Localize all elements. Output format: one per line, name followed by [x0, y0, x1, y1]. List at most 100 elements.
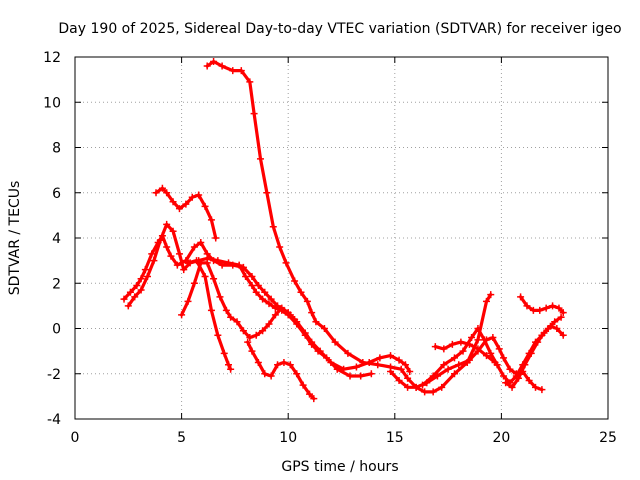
- data-point-marker: [540, 329, 548, 337]
- data-point-marker: [274, 361, 282, 369]
- data-point-marker: [193, 257, 201, 265]
- data-point-marker: [133, 282, 141, 290]
- data-point-marker: [429, 388, 437, 396]
- data-point-marker: [201, 272, 209, 280]
- data-point-marker: [210, 58, 218, 66]
- x-tick-label: 5: [177, 430, 186, 446]
- data-point-marker: [482, 352, 490, 360]
- data-point-marker: [444, 365, 452, 373]
- series-line: [205, 59, 493, 394]
- data-point-marker: [333, 365, 341, 373]
- data-point-marker: [265, 320, 273, 328]
- data-point-marker: [431, 343, 439, 351]
- data-point-marker: [210, 275, 218, 283]
- data-point-marker: [203, 62, 211, 70]
- data-point-marker: [141, 266, 149, 274]
- data-point-marker: [143, 272, 151, 280]
- data-point-marker: [180, 266, 188, 274]
- data-point-marker: [246, 334, 254, 342]
- data-point-marker: [271, 311, 279, 319]
- data-point-marker: [225, 259, 233, 267]
- data-point-marker: [220, 349, 228, 357]
- data-point-marker: [440, 345, 448, 353]
- data-point-marker: [404, 374, 412, 382]
- axis-ticks: 0 5 10 15 20 25 -4 -2 0 2 4 6 8 10 12: [43, 50, 617, 446]
- data-point-marker: [297, 288, 305, 296]
- data-point-marker: [299, 381, 307, 389]
- y-tick-label: -2: [47, 367, 61, 383]
- data-point-marker: [557, 313, 565, 321]
- data-point-marker: [235, 261, 243, 269]
- data-point-marker: [538, 386, 546, 394]
- data-point-marker: [534, 338, 542, 346]
- data-point-marker: [229, 67, 237, 75]
- data-point-marker: [184, 259, 192, 267]
- data-point-marker: [182, 200, 190, 208]
- data-point-marker: [376, 354, 384, 362]
- y-tick-label: 12: [43, 50, 61, 66]
- data-point-marker: [248, 347, 256, 355]
- data-point-marker: [184, 297, 192, 305]
- data-point-marker: [286, 361, 294, 369]
- data-point-marker: [256, 155, 264, 163]
- data-point-marker: [265, 300, 273, 308]
- data-point-marker: [156, 236, 164, 244]
- y-tick-label: 2: [52, 276, 61, 292]
- data-point-marker: [216, 293, 224, 301]
- y-tick-label: 8: [52, 141, 61, 157]
- series-line: [246, 340, 316, 401]
- data-point-marker: [152, 189, 160, 197]
- data-point-marker: [553, 325, 561, 332]
- data-point-marker: [517, 293, 525, 301]
- data-point-marker: [495, 345, 503, 353]
- series-track-11: [517, 293, 567, 317]
- data-point-marker: [465, 356, 473, 364]
- data-series: [120, 58, 567, 403]
- data-point-marker: [254, 282, 262, 290]
- data-point-marker: [508, 383, 516, 391]
- series-track-12: [431, 338, 499, 366]
- data-point-marker: [308, 340, 316, 348]
- series-line: [180, 261, 297, 340]
- series-track-2: [152, 184, 220, 242]
- data-point-marker: [536, 306, 544, 314]
- data-point-marker: [124, 302, 132, 310]
- data-point-marker: [237, 67, 245, 75]
- y-tick-label: 6: [52, 186, 61, 202]
- data-point-marker: [387, 367, 395, 375]
- data-point-marker: [551, 318, 559, 326]
- data-point-marker: [500, 354, 508, 362]
- data-point-marker: [489, 334, 497, 342]
- x-tick-label: 10: [279, 430, 297, 446]
- data-point-marker: [233, 318, 241, 326]
- x-tick-label: 15: [386, 430, 404, 446]
- data-point-marker: [284, 309, 292, 317]
- x-tick-label: 25: [599, 430, 617, 446]
- data-point-marker: [225, 361, 233, 369]
- data-point-marker: [397, 365, 405, 373]
- data-point-marker: [487, 291, 495, 299]
- data-point-marker: [120, 295, 128, 303]
- data-point-marker: [276, 243, 284, 251]
- data-point-marker: [267, 295, 275, 303]
- data-point-marker: [259, 327, 267, 335]
- data-point-marker: [212, 234, 220, 242]
- data-point-marker: [126, 288, 134, 296]
- data-point-marker: [278, 304, 286, 312]
- data-point-marker: [421, 388, 429, 396]
- data-point-marker: [218, 62, 226, 70]
- data-point-marker: [169, 198, 177, 206]
- data-point-marker: [357, 372, 365, 380]
- data-point-marker: [269, 223, 277, 231]
- x-axis-label: GPS time / hours: [281, 459, 398, 475]
- data-point-marker: [222, 306, 230, 314]
- series-track-9: [419, 313, 565, 389]
- data-point-marker: [188, 193, 196, 201]
- y-tick-label: -4: [47, 412, 61, 428]
- data-point-marker: [158, 184, 166, 192]
- data-point-marker: [500, 372, 508, 380]
- data-point-marker: [197, 239, 205, 247]
- data-point-marker: [482, 297, 490, 305]
- data-point-marker: [137, 275, 145, 283]
- data-point-marker: [282, 259, 290, 267]
